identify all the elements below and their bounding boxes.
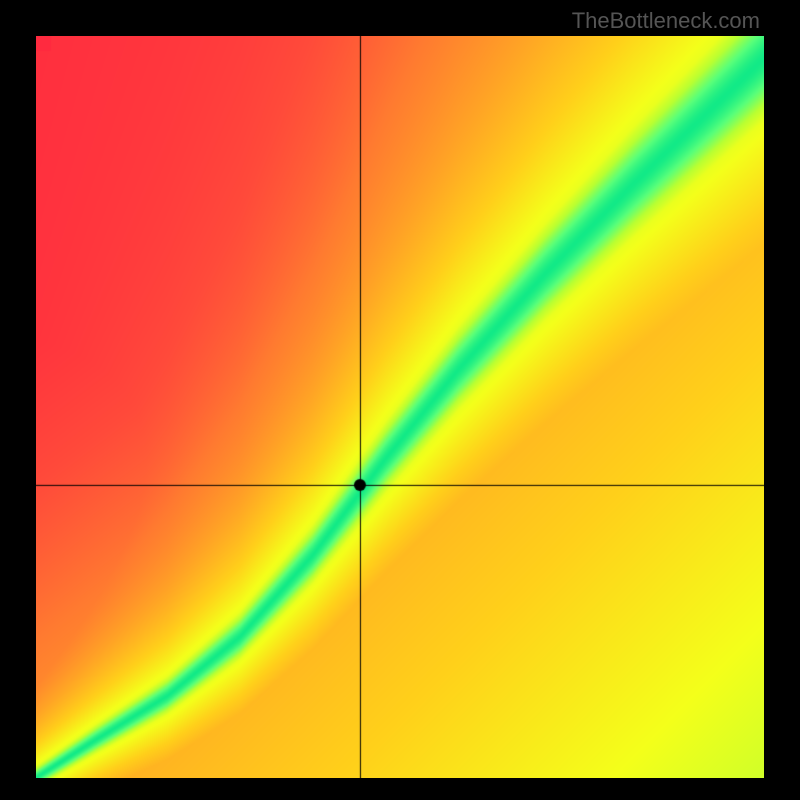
heatmap-canvas	[36, 36, 764, 778]
chart-container: TheBottleneck.com	[0, 0, 800, 800]
watermark-text: TheBottleneck.com	[572, 8, 760, 34]
heatmap-plot	[36, 36, 764, 778]
